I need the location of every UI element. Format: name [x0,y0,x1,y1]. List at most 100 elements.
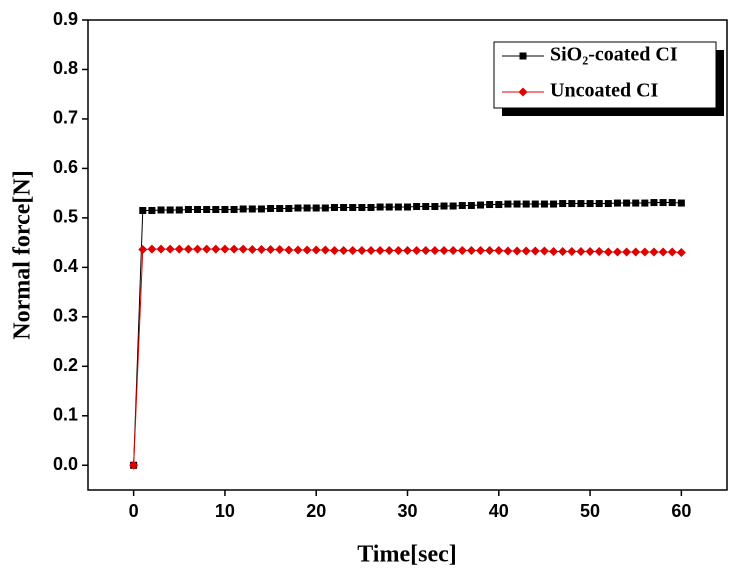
point [676,248,686,258]
point [238,244,248,254]
point [513,200,521,208]
y-tick-label: 0.8 [53,58,78,78]
point [503,246,513,256]
point [650,199,658,207]
point [166,206,174,214]
point [440,202,448,210]
point [285,204,293,212]
point [221,205,229,213]
point [321,204,329,212]
point [367,204,375,212]
point [667,247,677,257]
point [174,244,184,254]
point [495,201,503,209]
point [348,246,358,256]
point [202,244,212,254]
point [549,247,559,257]
point [394,203,402,211]
point [330,204,338,212]
point [640,247,650,257]
x-axis-label: Time[sec] [357,542,457,568]
point [266,245,276,255]
point [613,199,621,207]
point [203,205,211,213]
point [403,246,412,256]
point [358,204,366,212]
point [220,244,230,254]
point [485,246,495,256]
point [641,199,649,207]
point [385,203,393,211]
point [521,246,531,256]
point [649,247,659,257]
point [668,199,676,207]
point [413,203,421,211]
point [585,247,595,257]
point [276,204,284,212]
point [522,200,530,208]
point [458,202,466,210]
y-tick-label: 0.2 [53,355,78,375]
point [412,246,422,256]
y-axis-label: Normal force[N] [10,170,36,339]
point [559,200,567,208]
y-tick-label: 0.9 [53,9,78,29]
point [540,200,548,208]
point [486,201,494,209]
y-tick-label: 0.5 [53,207,78,227]
point [448,246,458,256]
point [659,199,667,207]
point [622,247,632,257]
point [303,204,311,212]
point [194,205,202,213]
point [329,246,339,256]
point [604,200,612,208]
point [183,244,193,254]
point [404,203,411,211]
point [256,245,266,255]
point [229,244,239,254]
y-tick-label: 0.7 [53,108,78,128]
series-line [133,248,682,466]
legend-marker [518,87,528,97]
point [476,246,486,256]
y-tick-label: 0.3 [53,306,78,326]
point [294,204,302,212]
point [156,244,166,254]
point [165,244,175,254]
point [550,200,558,208]
point [530,246,540,256]
point [257,205,265,213]
point [658,247,668,257]
y-tick-label: 0.0 [53,454,78,474]
point [576,247,586,257]
legend-label: SiO₂-coated CI [550,44,678,66]
point [147,244,157,254]
point [311,245,321,255]
point [577,200,585,208]
legend-label: Uncoated CI [550,80,659,102]
legend-marker [519,52,527,60]
x-tick-label: 30 [397,501,417,521]
point [421,246,431,256]
point [504,200,512,208]
point [230,205,238,213]
point [376,203,384,211]
x-tick-label: 20 [306,501,326,521]
point [539,246,549,256]
point [247,245,257,255]
point [439,246,449,256]
point [449,202,457,210]
point [212,205,220,213]
point [632,199,640,207]
point [148,206,156,214]
point [267,204,275,212]
y-tick-label: 0.1 [53,405,78,425]
point [284,245,294,255]
point [239,205,247,213]
point [677,199,685,207]
point [623,199,631,207]
point [275,245,285,255]
point [467,202,475,210]
point [184,205,192,213]
